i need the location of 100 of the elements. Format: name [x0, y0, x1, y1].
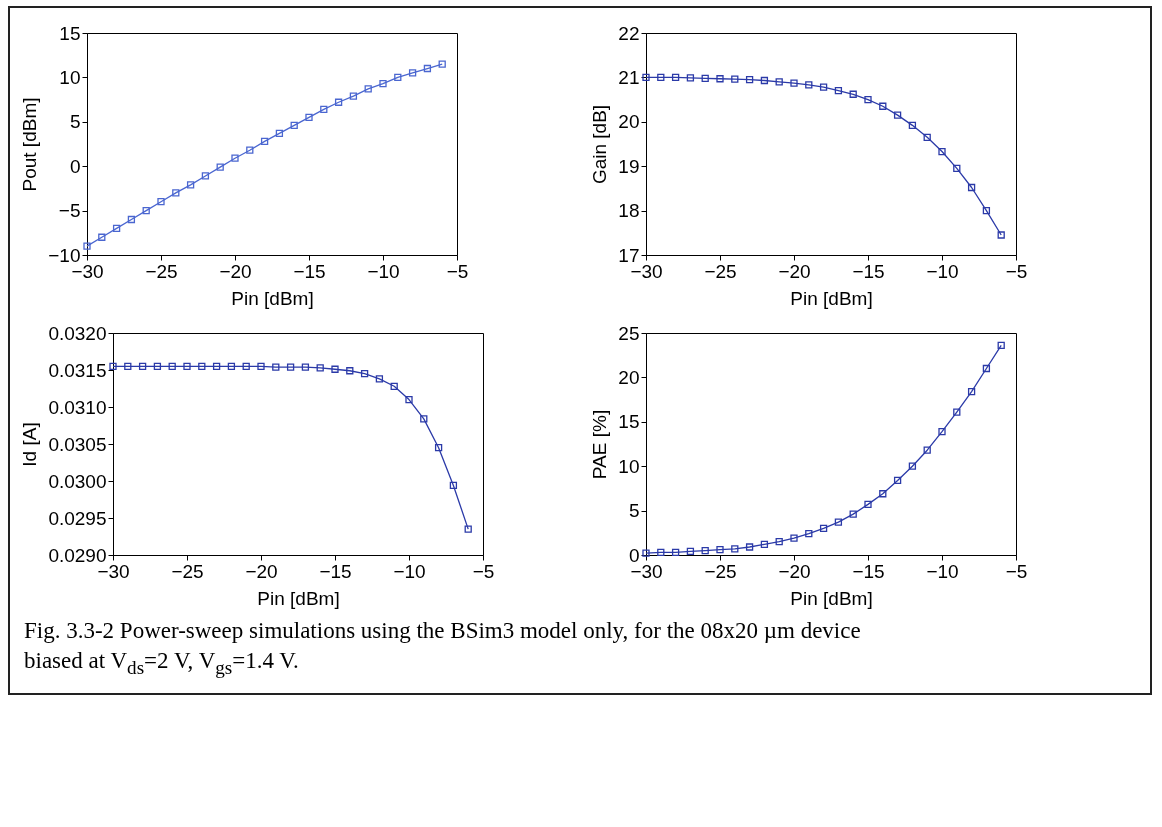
- point: [109, 362, 117, 370]
- point: [805, 530, 813, 538]
- point: [375, 375, 384, 383]
- y-tick-label: −5: [58, 200, 81, 222]
- x-tick-label: −15: [293, 260, 326, 282]
- point: [938, 147, 946, 156]
- point: [879, 102, 887, 110]
- y-tick-label: 0.0320: [48, 322, 107, 344]
- point: [301, 363, 310, 371]
- point: [745, 75, 754, 84]
- point: [438, 60, 446, 68]
- point: [967, 183, 976, 192]
- point: [172, 189, 180, 197]
- point: [642, 73, 650, 82]
- caption: Fig. 3.3-2 Power-sweep simulations using the BSim3 model only, for the 08x20 µm device biased at V$_{ds}$=2 V, V$_{gs}$=1.4 V.: [23, 617, 862, 680]
- point: [849, 510, 857, 518]
- point: [434, 444, 443, 452]
- point: [334, 98, 343, 106]
- point: [671, 73, 680, 82]
- point: [923, 446, 931, 454]
- y-tick-label: 0: [628, 544, 640, 566]
- point: [83, 242, 91, 250]
- point: [153, 362, 162, 370]
- point: [775, 538, 783, 546]
- point: [819, 83, 828, 91]
- x-axis-title: Pin [dBm]: [790, 287, 873, 309]
- point: [701, 546, 709, 555]
- y-tick-label: 19: [618, 155, 640, 177]
- point: [464, 525, 472, 533]
- point: [305, 113, 313, 122]
- point: [290, 121, 298, 129]
- point: [893, 476, 902, 485]
- x-tick-label: −25: [704, 560, 737, 582]
- point: [257, 362, 265, 370]
- y-axis-title: Pout [dBm]: [19, 97, 41, 192]
- y-tick-label: 10: [59, 66, 81, 88]
- point: [349, 92, 358, 100]
- x-tick-label: −20: [778, 560, 811, 582]
- x-tick-label: −10: [393, 560, 426, 582]
- point: [272, 363, 280, 371]
- point: [982, 364, 991, 373]
- point: [923, 133, 931, 141]
- point: [760, 76, 769, 85]
- point: [346, 367, 354, 375]
- point: [124, 362, 132, 370]
- point: [671, 548, 680, 556]
- x-tick-label: −5: [446, 260, 469, 282]
- point: [142, 206, 150, 215]
- x-tick-label: −10: [926, 560, 959, 582]
- point: [275, 129, 284, 137]
- point: [745, 543, 754, 551]
- x-tick-label: −5: [472, 560, 495, 582]
- point: [997, 231, 1005, 239]
- point: [790, 79, 798, 87]
- x-tick-label: −5: [1005, 260, 1028, 282]
- point: [686, 547, 695, 556]
- y-tick-label: 21: [618, 66, 640, 88]
- y-tick-label: 5: [628, 500, 640, 522]
- point: [716, 546, 724, 554]
- y-tick-label: 10: [618, 455, 640, 477]
- point: [864, 500, 872, 509]
- y-tick-label: 0: [69, 155, 81, 177]
- point: [112, 224, 121, 233]
- point: [360, 370, 369, 378]
- point: [138, 362, 147, 370]
- point: [760, 540, 769, 548]
- x-tick-label: −10: [926, 260, 959, 282]
- point: [379, 79, 387, 88]
- x-tick-label: −10: [367, 260, 400, 282]
- x-tick-label: −20: [219, 260, 252, 282]
- point: [686, 74, 695, 82]
- x-axis-title: Pin [dBm]: [257, 587, 340, 609]
- point: [331, 365, 339, 373]
- point: [242, 362, 250, 370]
- y-tick-label: 0.0300: [48, 470, 107, 492]
- point: [127, 215, 136, 224]
- point: [316, 364, 324, 372]
- point: [982, 206, 991, 215]
- point: [864, 95, 872, 104]
- point: [449, 481, 458, 490]
- point: [423, 64, 432, 73]
- x-tick-label: −25: [145, 260, 178, 282]
- y-tick-label: 0.0290: [48, 544, 107, 566]
- point: [997, 341, 1005, 350]
- y-tick-label: 0.0310: [48, 396, 107, 418]
- x-tick-label: −15: [852, 560, 885, 582]
- y-tick-label: 0.0295: [48, 507, 107, 529]
- x-axis-title: Pin [dBm]: [231, 287, 314, 309]
- x-tick-label: −25: [171, 560, 204, 582]
- y-tick-label: 22: [618, 22, 640, 44]
- point: [394, 73, 402, 82]
- point: [953, 408, 961, 416]
- y-tick-label: 15: [618, 411, 640, 433]
- point: [98, 233, 106, 241]
- point: [893, 111, 902, 119]
- point: [183, 362, 191, 370]
- point: [879, 490, 887, 498]
- point: [657, 73, 665, 82]
- x-tick-label: −15: [852, 260, 885, 282]
- point: [186, 181, 195, 189]
